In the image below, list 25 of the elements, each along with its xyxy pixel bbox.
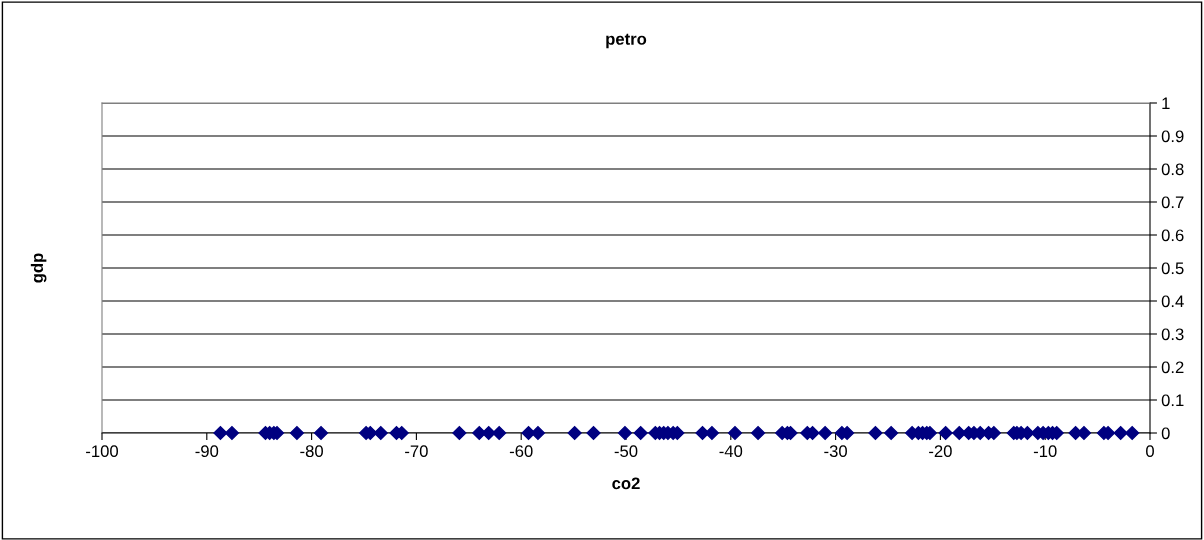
y-tick-label: 0.8: [1161, 163, 1184, 176]
y-tick-label: 1: [1162, 97, 1170, 110]
x-tick-label: 0: [1146, 445, 1154, 458]
x-tick-label: -30: [824, 445, 847, 458]
y-tick-label: 0.7: [1161, 196, 1184, 209]
y-tick-label: 0.4: [1161, 295, 1184, 308]
y-axis-title: gdp: [30, 253, 47, 283]
y-tick-label: 0: [1161, 427, 1170, 440]
y-tick-label: 0.3: [1161, 328, 1184, 341]
y-tick-label: 0.1: [1161, 394, 1184, 407]
x-tick-label: -70: [405, 445, 428, 458]
x-tick-label: -10: [1033, 445, 1057, 458]
x-tick-label: -80: [300, 445, 323, 458]
x-axis-title: co2: [612, 477, 640, 490]
y-tick-label: 0.9: [1161, 130, 1184, 143]
y-tick-label: 0.6: [1161, 229, 1184, 242]
y-tick-label: 0.2: [1161, 361, 1184, 374]
chart-title: petro: [606, 33, 647, 49]
x-tick-label: -100: [86, 445, 119, 458]
x-tick-label: -40: [719, 445, 743, 458]
x-tick-label: -20: [929, 445, 952, 458]
x-tick-label: -50: [614, 445, 638, 458]
y-tick-label: 0.5: [1161, 262, 1184, 275]
x-tick-label: -90: [195, 445, 219, 458]
x-tick-label: -60: [509, 445, 533, 458]
